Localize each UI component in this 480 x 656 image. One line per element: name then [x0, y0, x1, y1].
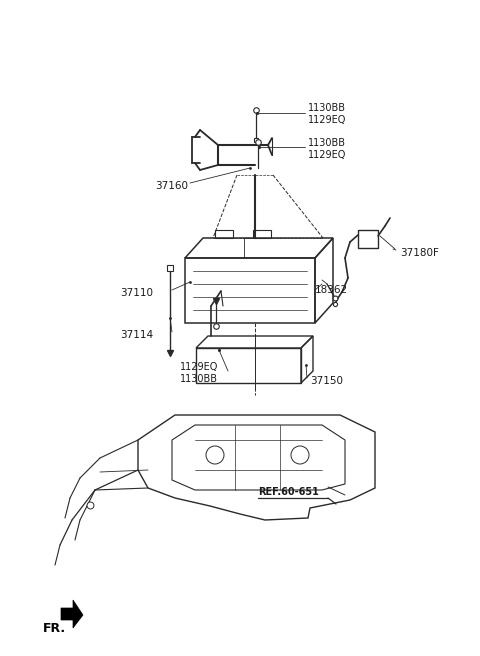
Text: 18362: 18362 [315, 285, 348, 295]
Text: 37180F: 37180F [400, 248, 439, 258]
Text: 1130BB: 1130BB [308, 138, 346, 148]
Text: 1130BB: 1130BB [180, 374, 218, 384]
Text: FR.: FR. [43, 622, 66, 635]
Text: 37114: 37114 [120, 330, 153, 340]
Text: 37160: 37160 [155, 181, 188, 191]
Text: 37150: 37150 [310, 376, 343, 386]
Text: REF.60-651: REF.60-651 [258, 487, 319, 497]
Text: 37110: 37110 [120, 288, 153, 298]
Text: 1129EQ: 1129EQ [308, 115, 347, 125]
Polygon shape [61, 600, 83, 628]
Text: 1130BB: 1130BB [308, 103, 346, 113]
Text: 1129EQ: 1129EQ [308, 150, 347, 160]
Text: 1129EQ: 1129EQ [180, 362, 218, 372]
